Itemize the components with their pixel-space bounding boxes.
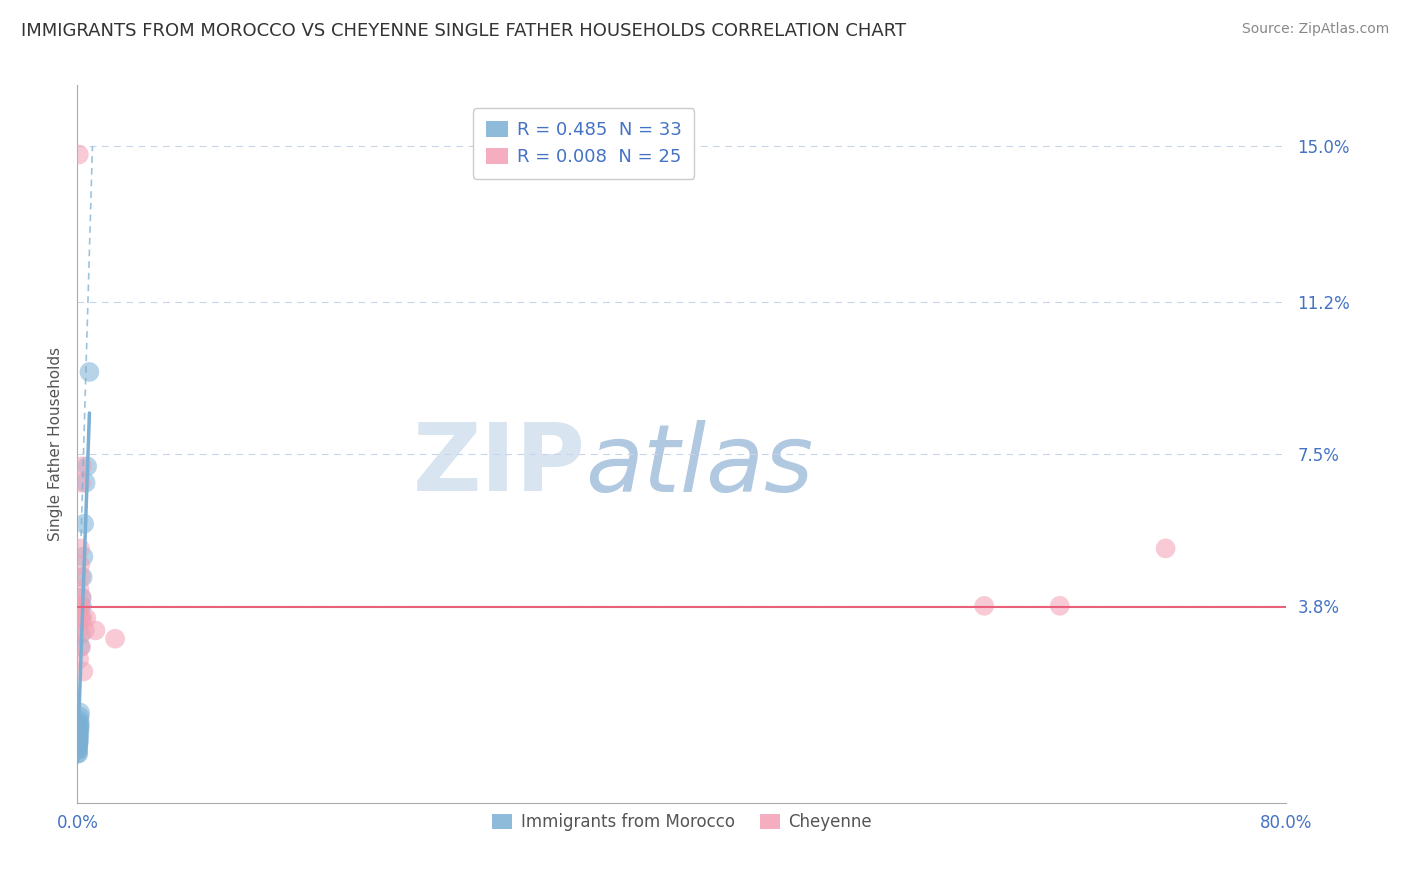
Point [69,706,91,720]
Point [67,611,90,625]
Point [104,632,127,646]
Text: ZIP: ZIP [412,419,585,511]
Point [69,722,91,736]
Point [67,599,90,613]
Point [67,147,90,161]
Point [1049,599,1071,613]
Point [69,714,91,728]
Point [67,734,90,748]
Point [73,516,96,531]
Point [67,739,90,753]
Point [66,747,89,761]
Point [70,591,93,605]
Point [69,541,91,556]
Point [69,570,91,584]
Point [69,599,91,613]
Point [70,475,93,490]
Point [70,591,93,605]
Point [73,624,96,638]
Point [67,652,90,666]
Point [69,582,91,597]
Point [76,459,98,474]
Point [67,718,90,732]
Point [75,475,97,490]
Point [67,747,90,761]
Point [70,611,93,625]
Point [67,726,90,740]
Point [70,459,93,474]
Point [1154,541,1177,556]
Point [69,611,91,625]
Point [72,570,94,584]
Point [67,739,90,753]
Point [72,549,94,564]
Point [69,718,91,732]
Point [72,611,94,625]
Point [66,739,89,753]
Point [67,730,90,744]
Point [67,624,90,638]
Point [69,599,91,613]
Point [69,709,91,723]
Point [72,665,94,679]
Point [66,742,89,756]
Point [67,722,90,736]
Point [69,627,91,641]
Y-axis label: Single Father Households: Single Father Households [48,347,63,541]
Text: Source: ZipAtlas.com: Source: ZipAtlas.com [1241,22,1389,37]
Point [67,734,90,748]
Point [75,611,97,625]
Point [79,365,101,379]
Text: atlas: atlas [585,420,814,511]
Point [69,640,91,654]
Point [70,599,93,613]
Point [67,730,90,744]
Point [67,742,90,756]
Legend: Immigrants from Morocco, Cheyenne: Immigrants from Morocco, Cheyenne [485,806,879,838]
Point [69,558,91,572]
Point [70,640,93,654]
Point [84,624,107,638]
Text: IMMIGRANTS FROM MOROCCO VS CHEYENNE SINGLE FATHER HOUSEHOLDS CORRELATION CHART: IMMIGRANTS FROM MOROCCO VS CHEYENNE SING… [21,22,907,40]
Point [67,730,90,744]
Point [973,599,995,613]
Point [67,734,90,748]
Point [67,726,90,740]
